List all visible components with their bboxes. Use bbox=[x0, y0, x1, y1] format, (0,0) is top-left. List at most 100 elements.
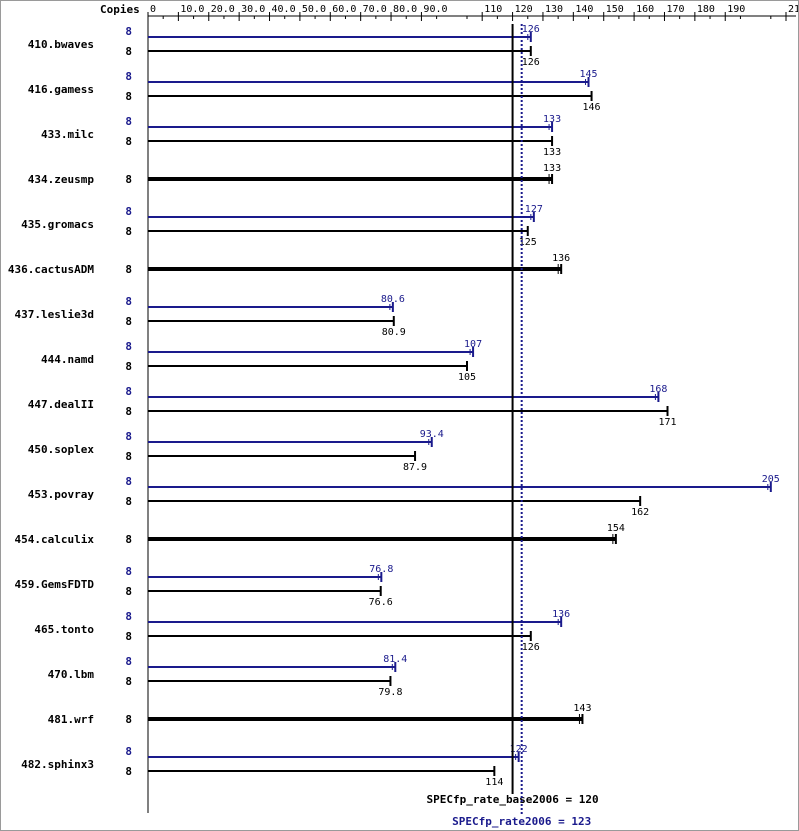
peak-value-label: 107 bbox=[464, 339, 482, 350]
base-value-label: 143 bbox=[573, 703, 591, 714]
peak-copies-label: 8 bbox=[125, 610, 132, 623]
base-copies-label: 8 bbox=[125, 450, 132, 463]
benchmark-label: 434.zeusmp bbox=[28, 173, 95, 186]
base-copies-label: 8 bbox=[125, 630, 132, 643]
base-value-label: 87.9 bbox=[403, 462, 427, 473]
base-value-label: 136 bbox=[552, 253, 570, 264]
base-value-label: 80.9 bbox=[382, 327, 406, 338]
peak-value-label: 127 bbox=[525, 204, 543, 215]
tick-label: 60.0 bbox=[332, 4, 356, 15]
base-copies-label: 8 bbox=[125, 45, 132, 58]
base-copies-label: 8 bbox=[125, 495, 132, 508]
peak-copies-label: 8 bbox=[125, 430, 132, 443]
base-value-label: 76.6 bbox=[369, 597, 393, 608]
tick-label: 40.0 bbox=[272, 4, 296, 15]
base-copies-label: 8 bbox=[125, 713, 132, 726]
base-value-label: 126 bbox=[522, 57, 540, 68]
peak-copies-label: 8 bbox=[125, 565, 132, 578]
benchmark-label: 410.bwaves bbox=[28, 38, 94, 51]
base-value-label: 133 bbox=[543, 147, 561, 158]
base-value-label: 146 bbox=[583, 102, 601, 113]
peak-copies-label: 8 bbox=[125, 25, 132, 38]
tick-label: 0 bbox=[150, 4, 156, 15]
tick-label: 140 bbox=[575, 4, 593, 15]
peak-copies-label: 8 bbox=[125, 655, 132, 668]
peak-copies-label: 8 bbox=[125, 340, 132, 353]
benchmark-label: 444.namd bbox=[41, 353, 94, 366]
copies-header: Copies bbox=[100, 3, 140, 16]
benchmark-label: 482.sphinx3 bbox=[21, 758, 94, 771]
benchmark-label: 437.leslie3d bbox=[15, 308, 94, 321]
base-value-label: 125 bbox=[519, 237, 537, 248]
base-copies-label: 8 bbox=[125, 585, 132, 598]
base-copies-label: 8 bbox=[125, 173, 132, 186]
peak-copies-label: 8 bbox=[125, 385, 132, 398]
peak-copies-label: 8 bbox=[125, 475, 132, 488]
base-copies-label: 8 bbox=[125, 765, 132, 778]
peak-copies-label: 8 bbox=[125, 295, 132, 308]
base-copies-label: 8 bbox=[125, 263, 132, 276]
tick-label: 170 bbox=[666, 4, 684, 15]
base-copies-label: 8 bbox=[125, 405, 132, 418]
tick-label: 90.0 bbox=[423, 4, 447, 15]
tick-label: 10.0 bbox=[180, 4, 204, 15]
base-copies-label: 8 bbox=[125, 90, 132, 103]
benchmark-label: 465.tonto bbox=[34, 623, 94, 636]
peak-value-label: 145 bbox=[579, 69, 597, 80]
peak-value-label: 136 bbox=[552, 609, 570, 620]
base-copies-label: 8 bbox=[125, 360, 132, 373]
base-value-label: 154 bbox=[607, 523, 625, 534]
base-value-label: 105 bbox=[458, 372, 476, 383]
peak-value-label: 122 bbox=[510, 744, 528, 755]
base-value-label: 162 bbox=[631, 507, 649, 518]
benchmark-label: 454.calculix bbox=[15, 533, 95, 546]
tick-label: 130 bbox=[545, 4, 563, 15]
peak-copies-label: 8 bbox=[125, 745, 132, 758]
tick-label: 180 bbox=[697, 4, 715, 15]
peak-value-label: 205 bbox=[762, 474, 780, 485]
peak-value-label: 81.4 bbox=[383, 654, 407, 665]
tick-label: 50.0 bbox=[302, 4, 326, 15]
tick-label: 110 bbox=[484, 4, 502, 15]
base-value-label: 133 bbox=[543, 163, 561, 174]
tick-label: 70.0 bbox=[363, 4, 387, 15]
benchmark-label: 447.dealII bbox=[28, 398, 94, 411]
benchmark-label: 459.GemsFDTD bbox=[15, 578, 95, 591]
benchmark-label: 450.soplex bbox=[28, 443, 95, 456]
benchmark-label: 481.wrf bbox=[48, 713, 94, 726]
peak-value-label: 126 bbox=[522, 24, 540, 35]
benchmark-label: 416.gamess bbox=[28, 83, 94, 96]
base-value-label: 126 bbox=[522, 642, 540, 653]
benchmark-label: 470.lbm bbox=[48, 668, 95, 681]
peak-value-label: 76.8 bbox=[369, 564, 393, 575]
base-copies-label: 8 bbox=[125, 135, 132, 148]
peak-copies-label: 8 bbox=[125, 205, 132, 218]
peak-copies-label: 8 bbox=[125, 115, 132, 128]
tick-label: 210 bbox=[788, 4, 798, 15]
benchmark-label: 436.cactusADM bbox=[8, 263, 94, 276]
tick-label: 160 bbox=[636, 4, 654, 15]
tick-label: 80.0 bbox=[393, 4, 417, 15]
base-value-label: 79.8 bbox=[378, 687, 402, 698]
peak-reference-label: SPECfp_rate2006 = 123 bbox=[452, 815, 591, 828]
benchmark-label: 453.povray bbox=[28, 488, 95, 501]
peak-value-label: 168 bbox=[649, 384, 667, 395]
benchmark-label: 433.milc bbox=[41, 128, 94, 141]
peak-value-label: 80.6 bbox=[381, 294, 405, 305]
base-copies-label: 8 bbox=[125, 225, 132, 238]
tick-label: 30.0 bbox=[241, 4, 265, 15]
tick-label: 190 bbox=[727, 4, 745, 15]
peak-copies-label: 8 bbox=[125, 70, 132, 83]
peak-value-label: 133 bbox=[543, 114, 561, 125]
peak-value-label: 93.4 bbox=[420, 429, 444, 440]
base-copies-label: 8 bbox=[125, 533, 132, 546]
base-copies-label: 8 bbox=[125, 675, 132, 688]
benchmark-label: 435.gromacs bbox=[21, 218, 94, 231]
base-reference-label: SPECfp_rate_base2006 = 120 bbox=[426, 793, 598, 806]
tick-label: 120 bbox=[515, 4, 533, 15]
tick-label: 150 bbox=[606, 4, 624, 15]
base-value-label: 114 bbox=[485, 777, 503, 788]
base-copies-label: 8 bbox=[125, 315, 132, 328]
